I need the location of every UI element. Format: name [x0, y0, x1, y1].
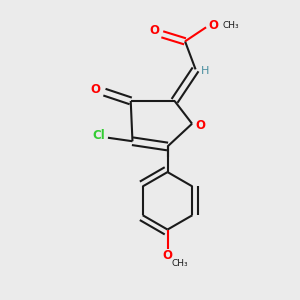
- Text: Cl: Cl: [93, 130, 106, 142]
- Text: CH₃: CH₃: [223, 21, 239, 30]
- Text: CH₃: CH₃: [171, 259, 188, 268]
- Text: O: O: [208, 19, 218, 32]
- Text: O: O: [163, 249, 172, 262]
- Text: O: O: [91, 83, 101, 96]
- Text: H: H: [201, 66, 210, 76]
- Text: O: O: [150, 24, 160, 37]
- Text: O: O: [196, 119, 206, 132]
